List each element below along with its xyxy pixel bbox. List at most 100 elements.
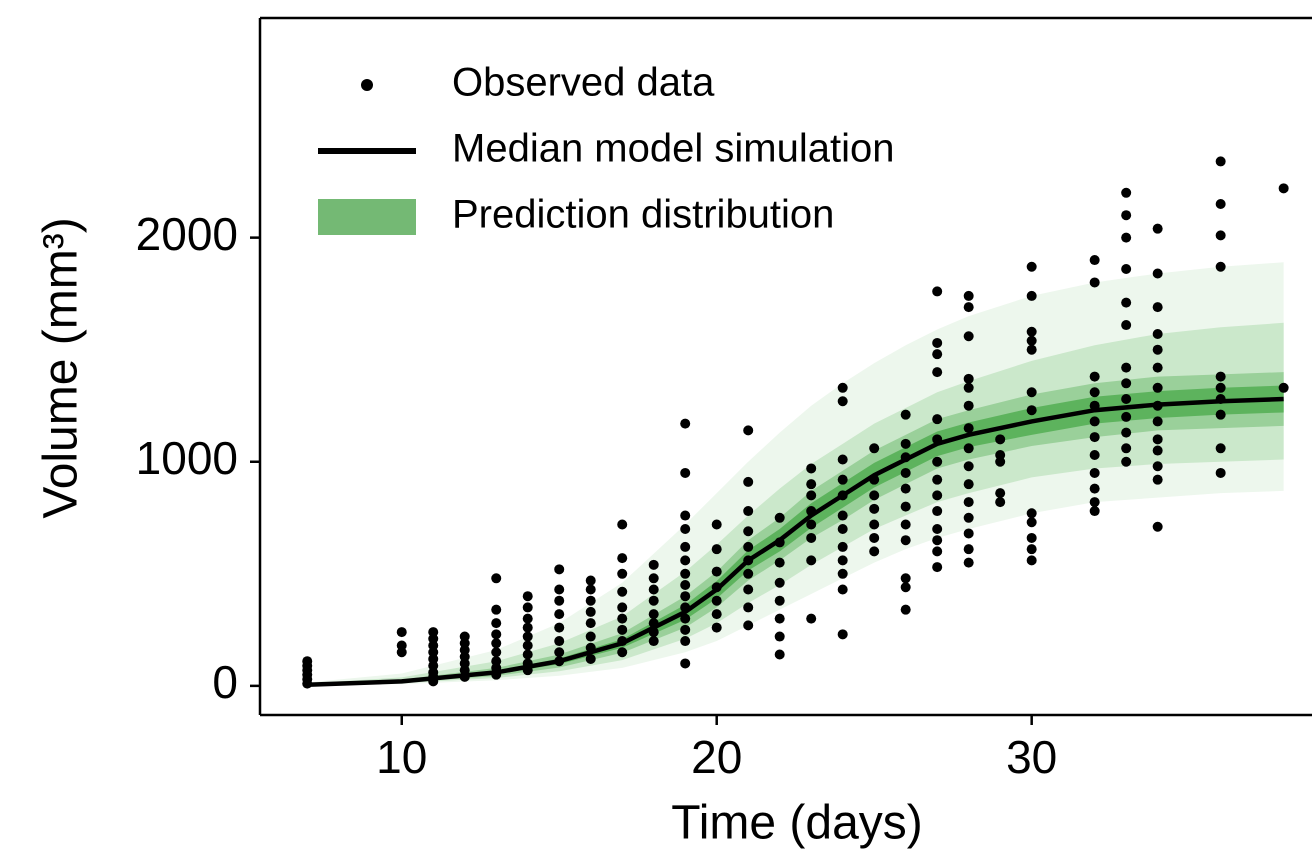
data-point: [680, 555, 691, 566]
data-point: [837, 454, 848, 465]
data-point: [869, 532, 880, 543]
data-point: [491, 618, 502, 629]
data-point: [1121, 297, 1132, 308]
data-point: [837, 490, 848, 501]
data-point: [491, 604, 502, 615]
x-tick-label: 10: [376, 731, 427, 783]
data-point: [1089, 277, 1100, 288]
data-point: [932, 474, 943, 485]
data-point: [459, 631, 470, 642]
prediction-band: [307, 262, 1284, 686]
data-point: [680, 541, 691, 552]
data-point: [491, 573, 502, 584]
data-point: [491, 656, 502, 667]
data-point: [1089, 416, 1100, 427]
data-point: [711, 566, 722, 577]
data-point: [900, 483, 911, 494]
data-point: [1026, 387, 1037, 398]
data-point: [1152, 434, 1163, 445]
data-point: [302, 656, 313, 667]
data-point: [617, 568, 628, 579]
data-point: [1089, 497, 1100, 508]
data-point: [554, 564, 565, 575]
data-point: [932, 286, 943, 297]
data-point: [680, 523, 691, 534]
data-point: [900, 604, 911, 615]
data-point: [837, 523, 848, 534]
data-point: [1215, 261, 1226, 272]
data-point: [900, 467, 911, 478]
data-point: [806, 532, 817, 543]
plot-area: [302, 156, 1289, 689]
data-point: [648, 573, 659, 584]
data-point: [648, 618, 659, 629]
data-point: [1089, 506, 1100, 517]
data-point: [743, 602, 754, 613]
data-point: [774, 512, 785, 523]
data-point: [680, 510, 691, 521]
data-point: [1089, 467, 1100, 478]
data-point: [900, 501, 911, 512]
data-point: [491, 629, 502, 640]
data-point: [869, 490, 880, 501]
prediction-band: [307, 322, 1284, 686]
data-point: [711, 622, 722, 633]
data-point: [1215, 156, 1226, 167]
data-point: [743, 568, 754, 579]
y-tick-label: 0: [212, 656, 238, 708]
data-point: [617, 519, 628, 530]
data-point: [806, 613, 817, 624]
data-point: [1026, 261, 1037, 272]
data-point: [585, 606, 596, 617]
data-point: [869, 503, 880, 514]
data-point: [396, 640, 407, 651]
data-point: [837, 568, 848, 579]
data-point: [995, 450, 1006, 461]
data-point: [932, 456, 943, 467]
data-point: [1152, 400, 1163, 411]
data-point: [963, 331, 974, 342]
data-point: [1089, 255, 1100, 266]
data-point: [774, 557, 785, 568]
data-point: [585, 584, 596, 595]
data-point: [1278, 183, 1289, 194]
data-point: [900, 535, 911, 546]
data-point: [1215, 409, 1226, 420]
data-point: [743, 506, 754, 517]
data-point: [680, 467, 691, 478]
data-point: [522, 622, 533, 633]
data-point: [774, 631, 785, 642]
data-point: [837, 629, 848, 640]
data-point: [585, 618, 596, 629]
data-point: [1215, 382, 1226, 393]
data-point: [837, 510, 848, 521]
prediction-band: [307, 385, 1284, 685]
data-point: [1215, 467, 1226, 478]
data-point: [900, 452, 911, 463]
data-point: [743, 620, 754, 631]
data-point: [1089, 483, 1100, 494]
data-point: [617, 586, 628, 597]
data-point: [963, 497, 974, 508]
data-point: [963, 302, 974, 313]
data-point: [963, 443, 974, 454]
data-point: [743, 555, 754, 566]
data-point: [711, 544, 722, 555]
data-point: [932, 337, 943, 348]
data-point: [1215, 230, 1226, 241]
data-point: [743, 476, 754, 487]
data-point: [1026, 335, 1037, 346]
data-point: [932, 490, 943, 501]
data-point: [1152, 474, 1163, 485]
data-point: [1026, 326, 1037, 337]
data-point: [1089, 432, 1100, 443]
data-point: [1152, 329, 1163, 340]
data-point: [711, 582, 722, 593]
data-point: [774, 537, 785, 548]
data-point: [1089, 371, 1100, 382]
data-point: [963, 557, 974, 568]
data-point: [1026, 344, 1037, 355]
data-point: [900, 582, 911, 593]
data-point: [1026, 544, 1037, 555]
data-point: [837, 396, 848, 407]
